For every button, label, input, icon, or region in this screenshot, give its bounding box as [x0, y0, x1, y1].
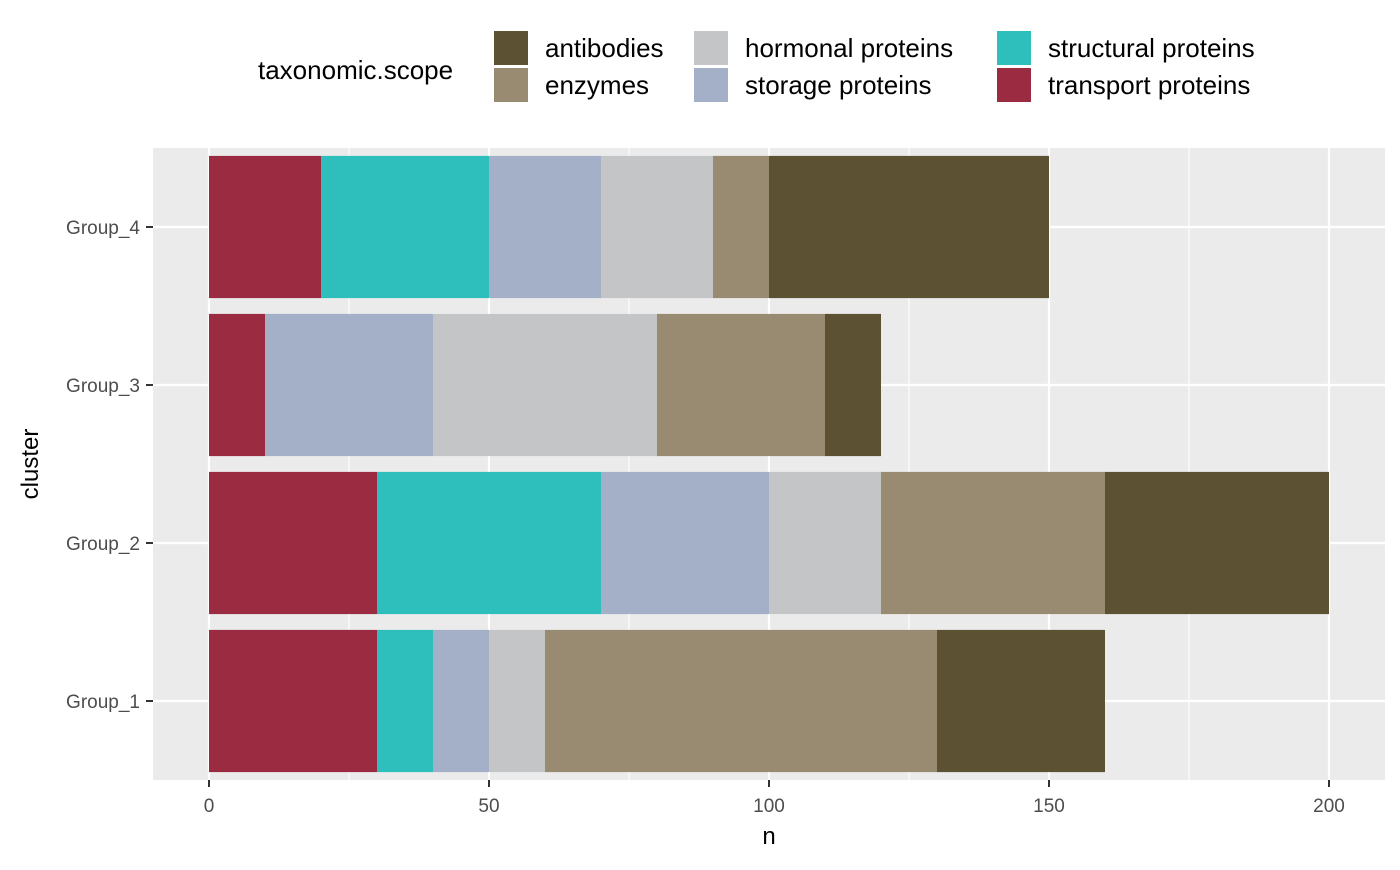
x-tick-label: 50 — [478, 796, 499, 817]
bar-segment — [825, 313, 881, 457]
bar-segment — [937, 629, 1105, 773]
legend-label: antibodies — [545, 33, 664, 63]
x-tick-label: 100 — [753, 796, 785, 817]
bar-segment — [881, 471, 1105, 615]
bar-segment — [545, 629, 937, 773]
legend-key — [997, 31, 1031, 65]
y-tick-label: Group_3 — [66, 376, 140, 397]
legend-label: enzymes — [545, 70, 649, 100]
bars — [209, 155, 1329, 773]
bar-segment — [209, 155, 321, 299]
legend-key — [694, 68, 728, 102]
y-tick-label: Group_4 — [66, 218, 140, 239]
legend-key — [694, 31, 728, 65]
legend-key — [494, 31, 528, 65]
axes: 0 50 100 150 200 Group_1 Group_2 Group_3 Group_4 — [66, 218, 1345, 817]
y-tick-label: Group_1 — [66, 692, 140, 713]
x-tick-label: 0 — [204, 796, 215, 817]
legend-item: antibodies — [494, 31, 664, 65]
legend-title: taxonomic.scope — [258, 55, 453, 85]
x-tick-label: 200 — [1313, 796, 1345, 817]
y-axis-title: cluster — [17, 429, 44, 500]
bar-segment — [377, 471, 601, 615]
bar-segment — [377, 629, 433, 773]
bar-segment — [769, 155, 1049, 299]
legend-item: storage proteins — [694, 68, 931, 102]
legend-item: hormonal proteins — [694, 31, 953, 65]
legend-label: structural proteins — [1048, 33, 1255, 63]
bar-segment — [657, 313, 825, 457]
legend-item: structural proteins — [997, 31, 1255, 65]
bar-segment — [713, 155, 769, 299]
legend-item: transport proteins — [997, 68, 1250, 102]
bar-segment — [209, 629, 377, 773]
x-tick-label: 150 — [1033, 796, 1065, 817]
bar-segment — [601, 471, 769, 615]
bar-segment — [433, 313, 657, 457]
bar-segment — [601, 155, 713, 299]
legend-item: enzymes — [494, 68, 649, 102]
bar-segment — [209, 471, 377, 615]
bar-segment — [489, 155, 601, 299]
bar-segment — [209, 313, 265, 457]
bar-segment — [769, 471, 881, 615]
legend-label: transport proteins — [1048, 70, 1250, 100]
bar-segment — [265, 313, 433, 457]
legend: taxonomic.scope antibodies enzymes hormonal… — [258, 31, 1255, 102]
x-axis-title: n — [762, 823, 775, 850]
legend-label: storage proteins — [745, 70, 931, 100]
legend-label: hormonal proteins — [745, 33, 953, 63]
bar-segment — [489, 629, 545, 773]
legend-key — [494, 68, 528, 102]
bar-segment — [321, 155, 489, 299]
bar-segment — [1105, 471, 1329, 615]
y-tick-label: Group_2 — [66, 534, 140, 555]
legend-key — [997, 68, 1031, 102]
bar-segment — [433, 629, 489, 773]
